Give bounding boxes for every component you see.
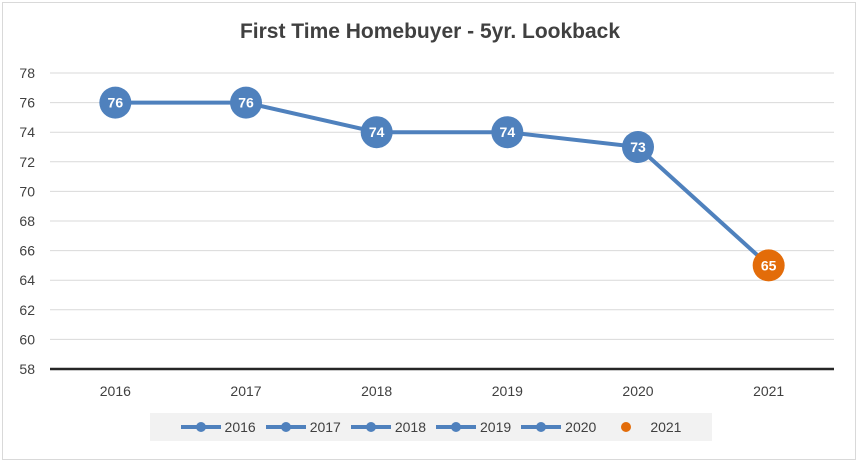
y-tick-label: 58 bbox=[19, 361, 35, 377]
y-tick-label: 68 bbox=[19, 213, 35, 229]
legend-item: 2017 bbox=[265, 419, 341, 435]
legend-label: 2018 bbox=[394, 419, 426, 435]
legend-swatch bbox=[180, 421, 221, 433]
data-label: 76 bbox=[238, 95, 254, 111]
y-tick-label: 66 bbox=[19, 243, 35, 259]
x-tick-label: 2020 bbox=[622, 383, 653, 399]
data-label: 74 bbox=[500, 124, 516, 140]
data-series: 76 76 74 74 73 65 bbox=[99, 86, 785, 282]
x-tick-label: 2019 bbox=[492, 383, 523, 399]
x-tick-label: 2018 bbox=[361, 383, 392, 399]
gridlines bbox=[50, 72, 834, 371]
y-tick-label: 70 bbox=[19, 183, 35, 199]
data-point bbox=[230, 86, 262, 119]
y-axis-ticks: 58 60 62 64 66 68 70 72 74 76 78 bbox=[19, 65, 35, 377]
legend-label: 2017 bbox=[309, 419, 341, 435]
data-label: 76 bbox=[108, 95, 124, 111]
legend-swatch bbox=[436, 421, 476, 433]
legend-swatch bbox=[521, 421, 562, 433]
legend-label: 2016 bbox=[224, 419, 256, 435]
x-tick-label: 2017 bbox=[230, 383, 261, 399]
data-point bbox=[622, 131, 654, 163]
legend-item: 2021 bbox=[606, 419, 681, 435]
data-point bbox=[99, 86, 132, 119]
legend-item: 2020 bbox=[521, 419, 596, 435]
legend-label: 2021 bbox=[650, 419, 682, 435]
y-tick-label: 64 bbox=[19, 272, 35, 288]
y-tick-label: 78 bbox=[19, 65, 35, 81]
data-point bbox=[360, 116, 393, 149]
data-point bbox=[752, 249, 785, 282]
y-tick-label: 76 bbox=[19, 95, 35, 111]
y-tick-label: 60 bbox=[19, 331, 35, 347]
y-tick-label: 74 bbox=[19, 124, 35, 140]
data-label: 73 bbox=[630, 139, 646, 155]
data-label: 74 bbox=[369, 124, 385, 140]
legend-swatch bbox=[265, 421, 306, 433]
x-axis-ticks: 2016 2017 2018 2019 2020 2021 bbox=[100, 383, 785, 399]
legend-swatch bbox=[350, 421, 391, 433]
chart-title: First Time Homebuyer - 5yr. Lookback bbox=[239, 20, 621, 43]
y-tick-label: 62 bbox=[19, 302, 35, 318]
y-tick-label: 72 bbox=[19, 154, 35, 170]
data-label: 65 bbox=[761, 257, 777, 273]
series-line bbox=[115, 100, 771, 267]
legend-item: 2016 bbox=[180, 419, 256, 435]
data-point bbox=[491, 116, 524, 149]
legend-label: 2020 bbox=[565, 419, 597, 435]
legend-label: 2019 bbox=[480, 419, 512, 435]
chart-legend: 2016 2017 2018 2019 2020 2021 bbox=[150, 413, 712, 441]
legend-item: 2018 bbox=[350, 419, 426, 435]
legend-swatch bbox=[606, 421, 646, 433]
x-tick-label: 2016 bbox=[100, 383, 131, 399]
legend-item: 2019 bbox=[436, 419, 511, 435]
x-tick-label: 2021 bbox=[753, 383, 784, 399]
